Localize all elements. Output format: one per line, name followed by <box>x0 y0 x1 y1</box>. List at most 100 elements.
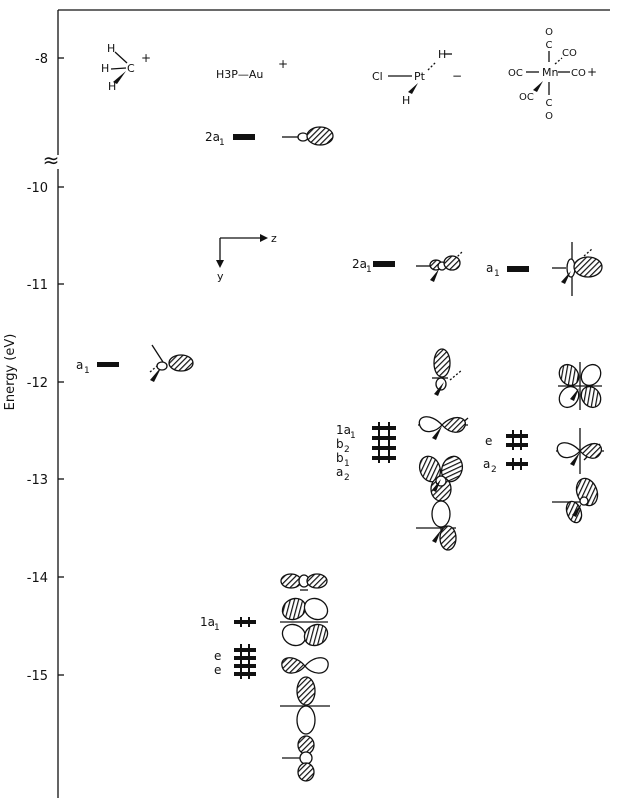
atom-label: Cl <box>372 70 383 83</box>
energy-level-bar <box>97 362 119 367</box>
level-label-subscript: 1 <box>344 459 350 469</box>
orbital-sketch <box>281 657 329 674</box>
energy-level-bar <box>506 462 528 466</box>
atom-label: H <box>101 62 109 75</box>
orbital-sketch <box>552 477 599 524</box>
level-label: 1a <box>200 615 215 629</box>
axis-y-label: y <box>217 270 224 283</box>
energy-level-bar <box>507 266 529 272</box>
axis-break: ≈ <box>43 148 60 172</box>
level-label: 1a <box>336 423 351 437</box>
atom-label: H <box>402 94 410 107</box>
atom-label: CO <box>562 48 577 59</box>
pt-fragment: Cl Pt H H − <box>372 48 462 107</box>
axis-label: Energy (eV) <box>3 334 18 411</box>
orbital-sketch <box>556 428 604 474</box>
level-label: e <box>214 663 221 677</box>
mn-fragment: O C CO Mn + CO OC OC C O <box>508 27 597 122</box>
fragment-formula: H3P—Au <box>216 68 263 81</box>
orbital-sketch <box>280 676 330 735</box>
orbital-sketch <box>558 362 602 410</box>
electron-pair <box>512 458 514 470</box>
level-label-subscript: 2 <box>491 465 497 475</box>
electron-pair <box>388 422 390 463</box>
orbital-sketch <box>280 597 329 647</box>
level-label-subscript: 1 <box>214 623 220 633</box>
au-2a1-level: 2a 1 <box>205 130 255 148</box>
atom-label: H <box>438 48 446 61</box>
level-label: a <box>483 457 490 471</box>
level-label: 2a <box>352 257 367 271</box>
coordinate-axes: z y <box>216 232 277 283</box>
level-label-subscript: 1 <box>84 366 90 376</box>
level-label-subscript: 2 <box>344 445 350 455</box>
ch3-fragment: H H H C + <box>101 42 151 93</box>
energy-level-bar <box>234 648 256 652</box>
energy-level-bar <box>372 446 396 450</box>
tick-label: -14 <box>27 571 48 586</box>
energy-level-bar <box>234 620 256 624</box>
energy-level-bar <box>234 656 256 660</box>
energy-level-bar <box>372 436 396 440</box>
electron-pair <box>378 422 380 463</box>
electron-pair <box>512 430 514 450</box>
orbital-sketch <box>432 348 463 396</box>
orbital-sketch <box>282 126 334 146</box>
atom-label: OC <box>508 68 523 79</box>
electron-pair <box>248 644 250 679</box>
electron-pair <box>240 617 242 627</box>
mn-a1-level: a 1 <box>486 261 529 279</box>
tick-label: -11 <box>27 278 48 293</box>
atom-label: C <box>546 40 553 51</box>
orbital-sketch <box>416 500 457 551</box>
axis-z-label: z <box>271 232 277 245</box>
level-label: 2a <box>205 130 220 144</box>
level-label: b <box>336 437 344 451</box>
electron-pair <box>248 617 250 627</box>
energy-level-bar <box>234 664 256 668</box>
orbital-sketch <box>418 455 464 502</box>
energy-level-bar <box>506 443 528 447</box>
energy-level-bar <box>372 426 396 430</box>
atom-label: C <box>127 62 135 75</box>
energy-level-bar <box>506 434 528 438</box>
level-label: a <box>486 261 493 275</box>
level-label-subscript: 1 <box>494 269 500 279</box>
atom-label: Mn <box>542 66 558 79</box>
atom-label: O <box>545 111 553 122</box>
level-label-subscript: 2 <box>344 473 350 483</box>
tick-label: -15 <box>27 669 48 684</box>
tick-label: -8 <box>35 52 48 67</box>
level-label-subscript: 1 <box>219 138 225 148</box>
orbital-sketch <box>282 735 315 782</box>
atom-label: Pt <box>414 70 426 83</box>
energy-level-bar <box>233 134 255 140</box>
level-label: a <box>76 358 83 372</box>
ch3-a1-level: a 1 <box>76 358 119 376</box>
energy-level-bar <box>373 261 395 267</box>
orbital-sketch <box>280 573 328 591</box>
charge: + <box>278 57 288 71</box>
charge: − <box>452 69 462 83</box>
charge: + <box>141 51 151 65</box>
atom-label: O <box>545 27 553 38</box>
energy-level-bar <box>234 672 256 676</box>
pt-2a1-level: 2a 1 <box>352 257 395 275</box>
mn-lower-levels: e a 2 <box>483 430 528 475</box>
energy-axis: ≈ -8 -10 -11 -12 -13 -14 -15 Energy (eV) <box>3 9 610 798</box>
level-label-subscript: 1 <box>366 265 372 275</box>
orbital-sketch <box>418 416 469 440</box>
au-lower-levels: 1a 1 e e <box>200 615 256 679</box>
orbital-sketch <box>416 251 463 282</box>
pt-lower-levels: 1a 1 b 2 b 1 a 2 <box>336 422 396 483</box>
atom-label: OC <box>519 92 534 103</box>
orbital-sketch <box>552 242 603 296</box>
atom-label: C <box>546 98 553 109</box>
electron-pair <box>520 458 522 470</box>
tick-label: -12 <box>27 376 48 391</box>
level-label: a <box>336 465 343 479</box>
atom-label: H <box>108 80 116 93</box>
level-label: e <box>214 649 221 663</box>
level-label: b <box>336 451 344 465</box>
